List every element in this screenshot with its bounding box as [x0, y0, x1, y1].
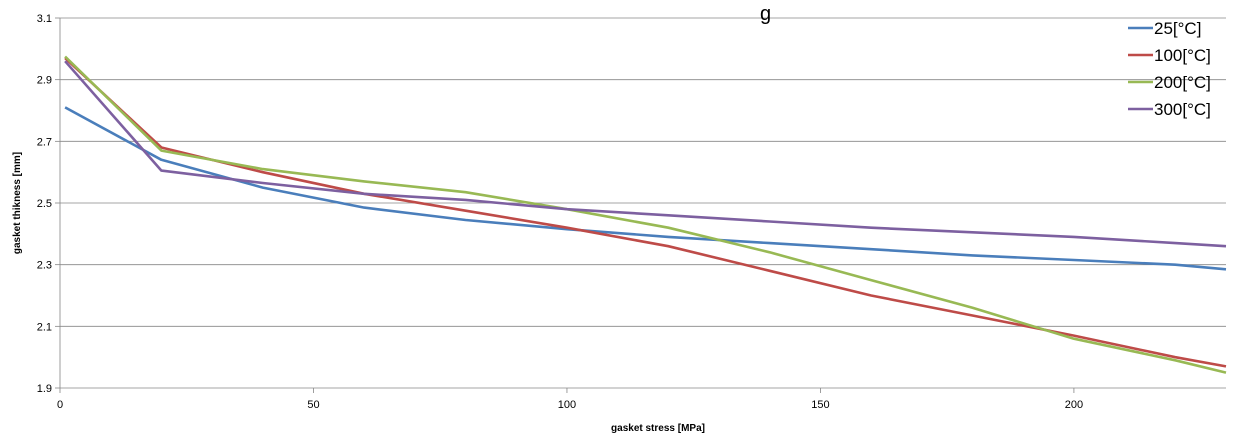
x-tick-label: 150	[811, 399, 829, 411]
x-tick-labels: 0 50 100 150 200	[57, 399, 1083, 411]
legend-label-3: 300[°C]	[1154, 100, 1211, 119]
y-tick-label: 2.1	[37, 321, 52, 333]
y-tick-labels: 1.9 2.1 2.3 2.5 2.7 2.9 3.1	[37, 13, 52, 395]
x-axis-label: gasket stress [MPa]	[611, 423, 705, 434]
y-tick-label: 2.3	[37, 260, 52, 272]
x-tick-label: 100	[558, 399, 576, 411]
x-tick-label: 0	[57, 399, 63, 411]
y-tick-label: 2.7	[37, 136, 52, 148]
series-line-0	[64, 106, 1227, 271]
y-tick-label: 2.9	[37, 75, 52, 87]
y-tick-label: 3.1	[37, 13, 52, 25]
x-tick-label: 50	[307, 399, 319, 411]
y-tick-label: 2.5	[37, 198, 52, 210]
legend-label-1: 100[°C]	[1154, 46, 1211, 65]
legend: 25[°C] 100[°C] 200[°C] 300[°C]	[1128, 19, 1211, 119]
gridlines	[60, 17, 1226, 327]
series-line-3	[64, 60, 1227, 248]
y-axis-label: gasket thikness [mm]	[12, 152, 23, 254]
series-line-2	[64, 55, 1227, 374]
legend-label-0: 25[°C]	[1154, 19, 1201, 38]
series-lines	[64, 55, 1227, 374]
series-line-1	[64, 57, 1227, 368]
y-tick-label: 1.9	[37, 383, 52, 395]
axes	[55, 17, 1226, 393]
x-tick-label: 200	[1065, 399, 1083, 411]
legend-label-2: 200[°C]	[1154, 73, 1211, 92]
chart-title: g	[760, 3, 771, 25]
